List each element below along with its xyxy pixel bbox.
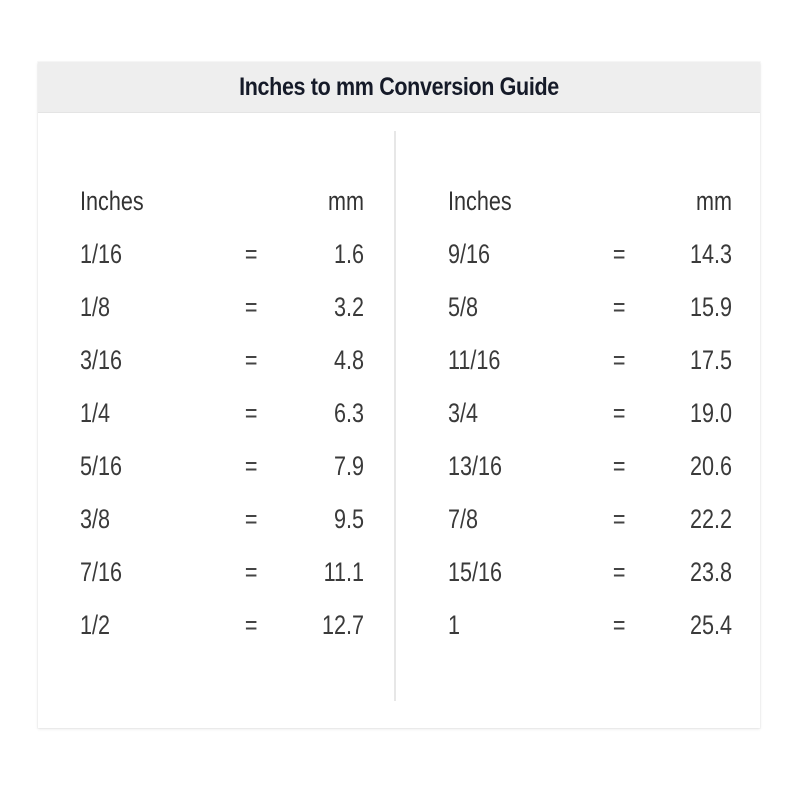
cell-inches: 5/16 [80,451,123,481]
table-row: 1 = 25.4 [448,599,732,652]
cell-equals: = [244,451,258,481]
cell-mm: 3.2 [333,292,364,322]
cell-inches: 11/16 [448,345,501,375]
cell-inches: 5/8 [448,292,479,322]
column-header-equals [602,175,636,228]
cell-inches: 1/16 [80,239,123,269]
table-row: 7/8 = 22.2 [448,493,732,546]
table-row: 1/2 = 12.7 [80,599,364,652]
table-header-row: Inches mm [80,175,364,228]
cell-equals: = [612,504,626,534]
conversion-card: Inches to mm Conversion Guide Inches mm [38,62,760,728]
cell-equals: = [612,398,626,428]
conversion-table-right: Inches mm 9/16 = 14.3 5/8 = [448,175,732,652]
card-body: Inches mm 1/16 = 1.6 1/8 = [38,113,760,728]
cell-equals: = [244,504,258,534]
cell-equals: = [244,345,258,375]
cell-equals: = [244,292,258,322]
cell-inches: 13/16 [448,451,503,481]
table-row: 1/4 = 6.3 [80,387,364,440]
table-row: 9/16 = 14.3 [448,228,732,281]
cell-inches: 1 [448,610,461,640]
cell-equals: = [612,345,626,375]
table-row: 1/8 = 3.2 [80,281,364,334]
column-header-inches: Inches [448,186,512,216]
table-row: 1/16 = 1.6 [80,228,364,281]
cell-mm: 4.8 [333,345,364,375]
page-title: Inches to mm Conversion Guide [239,73,559,101]
table-row: 15/16 = 23.8 [448,546,732,599]
cell-inches: 7/16 [80,557,123,587]
table-header-row: Inches mm [448,175,732,228]
cell-inches: 9/16 [448,239,491,269]
conversion-table-left: Inches mm 1/16 = 1.6 1/8 = [80,175,364,652]
cell-equals: = [612,292,626,322]
cell-mm: 23.8 [689,557,732,587]
cell-inches: 3/16 [80,345,123,375]
table-row: 13/16 = 20.6 [448,440,732,493]
cell-mm: 14.3 [689,239,732,269]
cell-mm: 25.4 [689,610,732,640]
cell-inches: 3/8 [80,504,111,534]
column-header-inches: Inches [80,186,144,216]
cell-equals: = [612,239,626,269]
cell-equals: = [612,557,626,587]
cell-mm: 19.0 [689,398,732,428]
cell-mm: 9.5 [333,504,364,534]
table-row: 5/8 = 15.9 [448,281,732,334]
table-row: 3/4 = 19.0 [448,387,732,440]
cell-equals: = [612,451,626,481]
cell-inches: 1/2 [80,610,111,640]
left-column: Inches mm 1/16 = 1.6 1/8 = [38,113,394,728]
cell-mm: 12.7 [321,610,364,640]
column-header-mm: mm [328,186,364,216]
cell-mm: 22.2 [689,504,732,534]
table-body-right: 9/16 = 14.3 5/8 = 15.9 11/16 = 17.5 [448,228,732,652]
card-header-band: Inches to mm Conversion Guide [38,62,760,113]
table-body-left: 1/16 = 1.6 1/8 = 3.2 3/16 = 4.8 [80,228,364,652]
cell-equals: = [244,239,258,269]
cell-mm: 17.5 [689,345,732,375]
cell-equals: = [244,610,258,640]
table-row: 5/16 = 7.9 [80,440,364,493]
right-column: Inches mm 9/16 = 14.3 5/8 = [396,113,752,728]
table-row: 11/16 = 17.5 [448,334,732,387]
cell-equals: = [244,398,258,428]
table-row: 3/8 = 9.5 [80,493,364,546]
table-head-left: Inches mm [80,175,364,228]
cell-mm: 15.9 [689,292,732,322]
cell-equals: = [612,610,626,640]
cell-mm: 6.3 [333,398,364,428]
cell-inches: 1/8 [80,292,111,322]
cell-equals: = [244,557,258,587]
cell-mm: 7.9 [333,451,364,481]
cell-inches: 3/4 [448,398,479,428]
cell-inches: 7/8 [448,504,479,534]
column-header-equals [234,175,268,228]
table-row: 7/16 = 11.1 [80,546,364,599]
cell-inches: 15/16 [448,557,503,587]
cell-mm: 20.6 [689,451,732,481]
column-header-mm: mm [696,186,732,216]
column-divider [394,131,396,701]
cell-mm: 11.1 [323,557,364,587]
table-head-right: Inches mm [448,175,732,228]
table-row: 3/16 = 4.8 [80,334,364,387]
cell-inches: 1/4 [80,398,111,428]
cell-mm: 1.6 [333,239,364,269]
